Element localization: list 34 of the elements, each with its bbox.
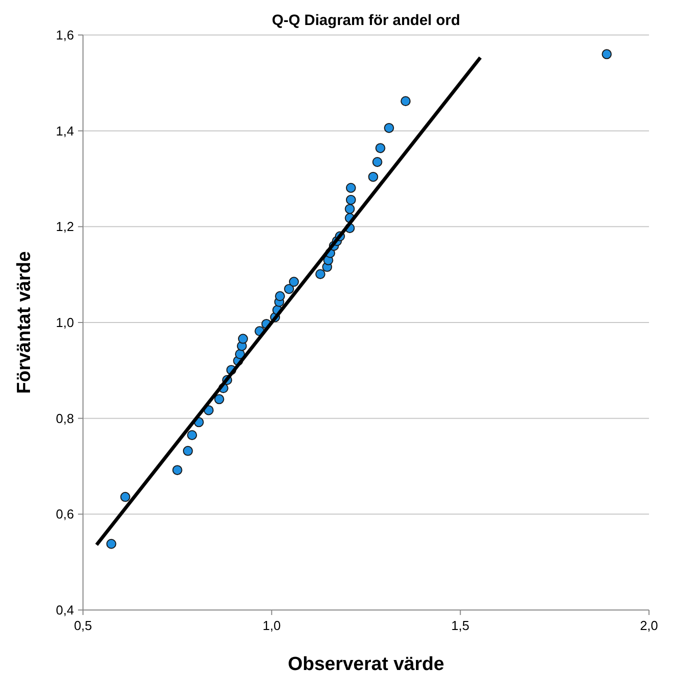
point	[384, 122, 394, 133]
point	[172, 465, 182, 476]
point	[375, 143, 386, 154]
point	[238, 334, 248, 344]
point	[372, 156, 382, 167]
x-tick-label: 2,0	[640, 618, 658, 633]
point	[214, 394, 224, 404]
point	[274, 291, 285, 302]
y-tick-label: 0,4	[56, 602, 74, 618]
point	[288, 276, 299, 287]
x-axis-title: Observerat värde	[288, 654, 444, 675]
y-tick-label: 0,6	[56, 506, 74, 522]
point	[400, 96, 411, 106]
y-tick-label: 1,6	[56, 28, 74, 43]
x-tick-label: 1,5	[451, 618, 470, 633]
point	[344, 204, 355, 214]
point	[602, 49, 612, 60]
x-tick-label: 1,0	[262, 618, 281, 633]
y-tick-label: 0,8	[56, 410, 74, 426]
chart-title: Q-Q Diagram för andel ord	[272, 12, 460, 29]
point	[315, 269, 326, 280]
point	[284, 284, 294, 294]
point	[368, 172, 378, 182]
point	[346, 194, 356, 205]
y-tick-label: 1,2	[56, 219, 74, 234]
y-tick-label: 1,4	[56, 123, 74, 138]
point	[187, 430, 198, 440]
y-axis-title: Förväntat värde	[14, 251, 35, 394]
x-tick-label: 0,5	[74, 618, 92, 633]
point	[120, 492, 130, 502]
point	[106, 538, 116, 549]
point	[182, 446, 193, 456]
y-tick-label: 1,0	[56, 315, 74, 330]
point	[346, 182, 356, 193]
